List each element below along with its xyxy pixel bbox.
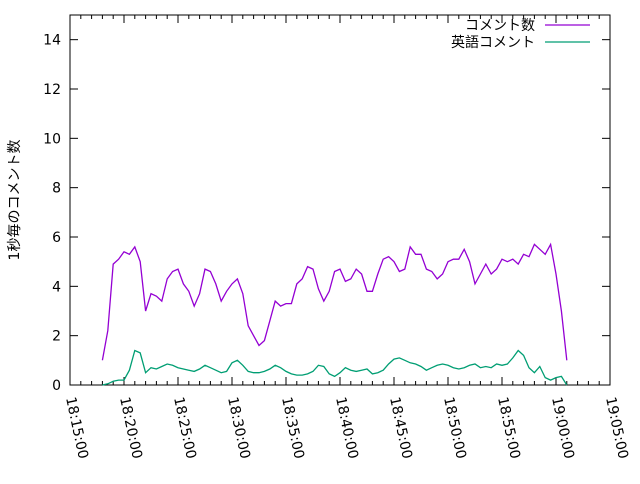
x-tick-label: 18:50:00 xyxy=(440,396,469,461)
y-tick-label: 14 xyxy=(43,33,61,49)
x-tick-label: 18:30:00 xyxy=(224,396,253,461)
series-line-0 xyxy=(101,242,568,361)
y-tick-label: 4 xyxy=(52,279,61,295)
x-tick-label: 19:00:00 xyxy=(548,396,577,461)
x-tick-label: 18:25:00 xyxy=(170,396,199,461)
x-tick-label: 18:15:00 xyxy=(62,396,91,461)
y-tick-label: 10 xyxy=(43,131,61,147)
y-tick-label: 12 xyxy=(43,82,61,98)
x-tick-label: 18:20:00 xyxy=(116,396,145,461)
y-tick-label: 0 xyxy=(52,378,61,394)
y-tick-label: 6 xyxy=(52,230,61,246)
x-tick-label: 19:05:00 xyxy=(602,396,631,461)
series-line-1 xyxy=(102,349,568,386)
legend-label: 英語コメント xyxy=(451,34,535,51)
y-tick-label: 8 xyxy=(52,181,61,197)
x-tick-label: 18:45:00 xyxy=(386,396,415,461)
x-tick-label: 18:35:00 xyxy=(278,396,307,461)
y-axis-label: 1秒毎のコメント数 xyxy=(7,140,23,261)
x-tick-label: 18:55:00 xyxy=(494,396,523,461)
plot-frame xyxy=(69,14,611,386)
y-tick-label: 2 xyxy=(52,329,61,345)
legend-label: コメント数 xyxy=(465,18,535,34)
x-tick-label: 18:40:00 xyxy=(332,396,361,461)
